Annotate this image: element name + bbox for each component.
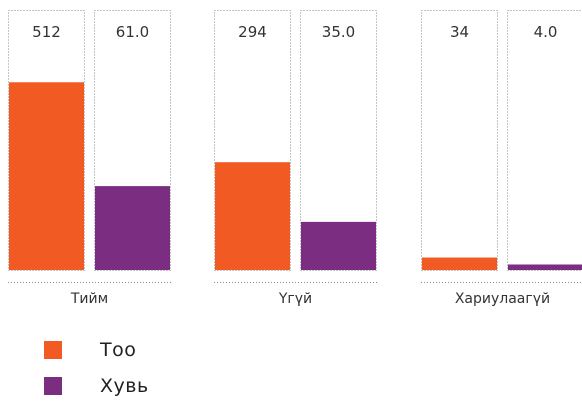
category-label-0: Тийм <box>70 291 108 307</box>
chart-svg: 512 61.0 Тийм 294 35.0 Үгүй 34 4.0 Хариулаагүй <box>0 0 582 320</box>
legend-label-count: Тоо <box>100 339 136 361</box>
bar-chart: 512 61.0 Тийм 294 35.0 Үгүй 34 4.0 Хариулаагүй <box>0 0 582 320</box>
legend-swatch-count <box>44 341 62 359</box>
value-label-count-0: 512 <box>32 23 61 41</box>
bar-percent-0 <box>95 186 170 270</box>
legend: Тоо Хувь <box>44 340 149 412</box>
legend-label-percent: Хувь <box>100 375 149 397</box>
category-label-2: Хариулаагүй <box>455 291 550 307</box>
col-percent-2-outline <box>508 11 582 271</box>
category-label-1: Үгүй <box>278 291 312 307</box>
legend-item-count: Тоо <box>44 340 149 360</box>
value-label-percent-0: 61.0 <box>116 23 149 41</box>
legend-swatch-percent <box>44 377 62 395</box>
value-label-count-1: 294 <box>238 23 267 41</box>
bar-count-1 <box>215 162 290 270</box>
col-count-2-outline <box>422 11 498 271</box>
value-label-percent-2: 4.0 <box>534 23 558 41</box>
value-label-count-2: 34 <box>450 23 469 41</box>
bar-count-0 <box>9 82 84 270</box>
bar-count-2 <box>422 258 497 270</box>
bar-percent-2 <box>508 265 582 271</box>
legend-item-percent: Хувь <box>44 376 149 396</box>
value-label-percent-1: 35.0 <box>322 23 355 41</box>
bar-percent-1 <box>301 222 376 270</box>
